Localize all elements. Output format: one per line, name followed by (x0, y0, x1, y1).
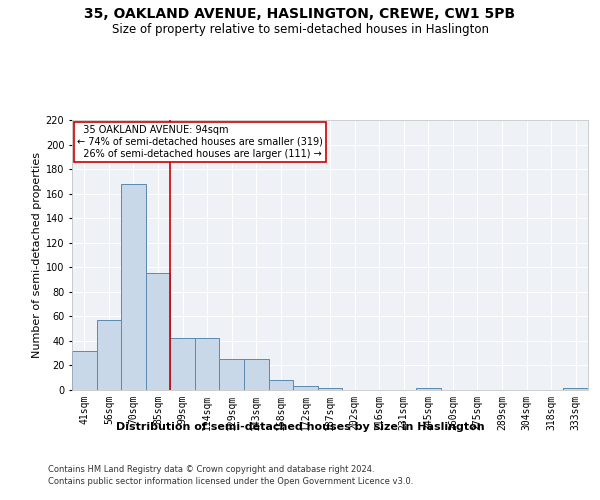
Bar (244, 360, 269, 390)
Bar (146, 274, 170, 390)
Text: Contains HM Land Registry data © Crown copyright and database right 2024.: Contains HM Land Registry data © Crown c… (48, 465, 374, 474)
Bar (195, 338, 220, 390)
Text: Distribution of semi-detached houses by size in Haslington: Distribution of semi-detached houses by … (116, 422, 484, 432)
Text: 35, OAKLAND AVENUE, HASLINGTON, CREWE, CW1 5PB: 35, OAKLAND AVENUE, HASLINGTON, CREWE, C… (85, 8, 515, 22)
Bar (97, 320, 121, 390)
Text: 35 OAKLAND AVENUE: 94sqm
← 74% of semi-detached houses are smaller (319)
  26% o: 35 OAKLAND AVENUE: 94sqm ← 74% of semi-d… (77, 126, 323, 158)
Text: Contains public sector information licensed under the Open Government Licence v3: Contains public sector information licen… (48, 478, 413, 486)
Bar (293, 386, 318, 390)
Bar (121, 184, 146, 390)
Bar (318, 388, 342, 390)
Bar (72, 350, 97, 390)
Bar (220, 360, 244, 390)
Bar (170, 338, 195, 390)
Bar (416, 388, 440, 390)
Bar (269, 380, 293, 390)
Bar (563, 388, 588, 390)
Text: Size of property relative to semi-detached houses in Haslington: Size of property relative to semi-detach… (112, 22, 488, 36)
Y-axis label: Number of semi-detached properties: Number of semi-detached properties (32, 152, 41, 358)
